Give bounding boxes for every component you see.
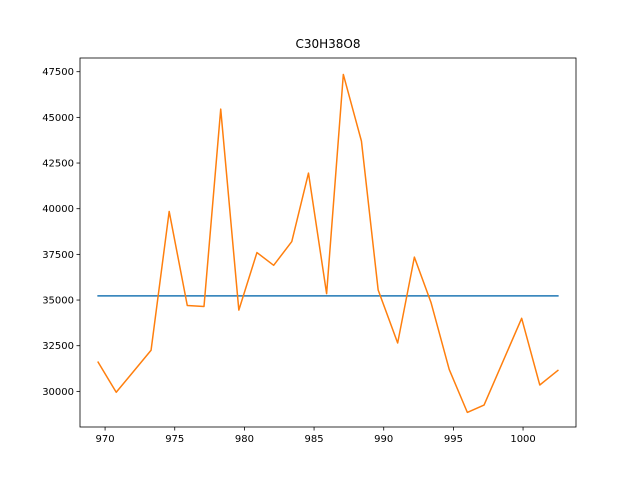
y-tick-label: 40000 (42, 204, 74, 215)
x-tick-label: 995 (444, 434, 463, 445)
plot-frame (79, 57, 577, 428)
x-tick-label: 985 (305, 434, 324, 445)
series-layer (97, 73, 559, 414)
y-tick-label: 45000 (42, 113, 74, 124)
y-tick-label: 47500 (42, 67, 74, 78)
y-tick-label: 35000 (42, 296, 74, 307)
y-axis: 30000 32500 35000 37500 40000 42500 45000 47500 (42, 67, 80, 398)
y-tick-label: 42500 (42, 159, 74, 170)
chart-title: C30H38O8 (295, 37, 360, 51)
x-tick-label: 975 (165, 434, 184, 445)
x-axis: 970 975 980 985 990 995 1000 (96, 427, 536, 445)
x-tick-label: 980 (235, 434, 254, 445)
series-2-line (97, 73, 559, 414)
y-tick-label: 30000 (42, 387, 74, 398)
x-tick-label: 990 (374, 434, 393, 445)
y-tick-label: 37500 (42, 250, 74, 261)
x-tick-label: 1000 (510, 434, 535, 445)
y-tick-label: 32500 (42, 341, 74, 352)
x-tick-label: 970 (96, 434, 115, 445)
